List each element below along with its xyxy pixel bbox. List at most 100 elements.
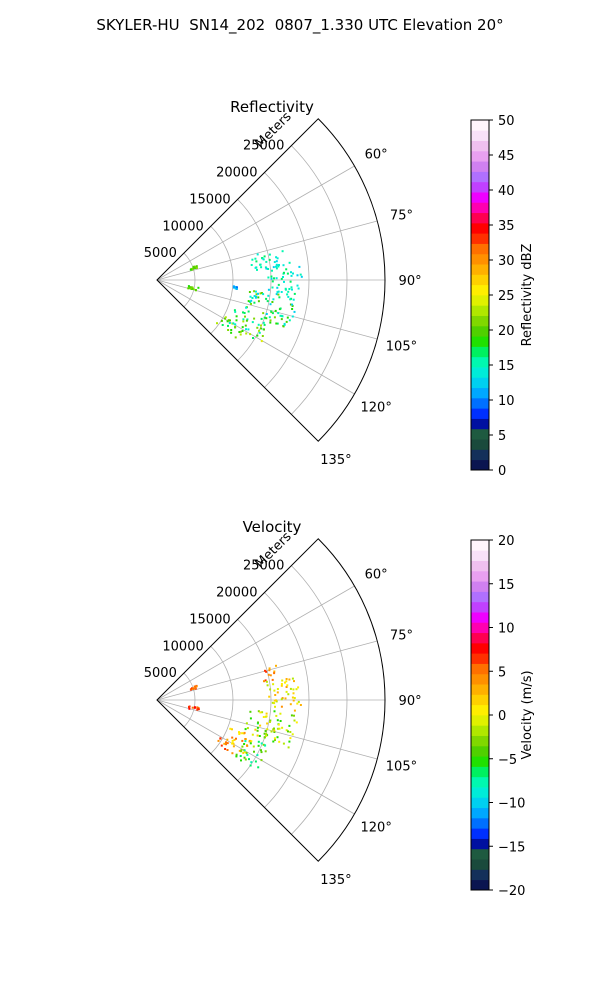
colorbar-tick-label: 0 — [498, 709, 506, 724]
data-pixel — [281, 250, 284, 253]
data-pixel — [195, 265, 198, 268]
data-pixel — [243, 312, 246, 314]
colorbar-segment — [471, 459, 489, 471]
data-pixel — [292, 692, 295, 695]
colorbar-segment — [471, 233, 489, 244]
data-pixel — [264, 679, 267, 682]
data-pixel — [282, 276, 284, 278]
data-pixel — [256, 729, 259, 732]
data-pixel — [288, 288, 291, 290]
colorbar-label: Velocity (m/s) — [520, 670, 535, 759]
colorbar-tick-label: −20 — [498, 884, 525, 899]
data-pixel — [240, 759, 242, 762]
data-pixel — [267, 673, 270, 676]
data-pixel — [286, 316, 289, 319]
data-pixel — [250, 740, 253, 743]
data-pixel — [260, 751, 263, 754]
data-pixel — [265, 680, 268, 683]
data-pixel — [247, 300, 250, 303]
colorbar-segment — [471, 243, 489, 255]
data-pixel — [268, 667, 271, 670]
data-pixel — [254, 266, 257, 269]
data-pixel — [267, 288, 270, 291]
data-pixel — [249, 764, 252, 767]
data-pixel — [263, 255, 266, 258]
data-pixel — [257, 740, 260, 743]
data-pixel — [264, 750, 267, 753]
data-pixel — [234, 325, 237, 328]
data-pixel — [276, 691, 279, 694]
data-pixel — [273, 737, 276, 740]
data-pixel — [290, 271, 292, 274]
data-pixel — [192, 288, 195, 291]
colorbar-segment — [471, 828, 489, 839]
data-pixel — [258, 735, 261, 737]
data-pixel — [273, 702, 276, 705]
data-pixel — [265, 267, 268, 270]
data-pixel — [283, 280, 285, 283]
data-pixel — [271, 280, 274, 283]
colorbar-segment — [471, 253, 489, 265]
data-pixel — [282, 325, 285, 327]
data-pixel — [257, 721, 259, 724]
data-pixel — [291, 677, 294, 680]
data-pixel — [254, 296, 257, 299]
colorbar-segment — [471, 745, 489, 757]
data-pixel — [285, 729, 288, 732]
data-pixel — [287, 290, 290, 293]
data-pixel — [292, 688, 295, 691]
data-pixel — [234, 336, 237, 339]
colorbar-tick-label: 10 — [498, 394, 515, 409]
data-pixel — [257, 744, 260, 747]
data-pixel — [220, 744, 223, 747]
data-pixel — [291, 303, 294, 306]
data-pixel — [236, 286, 238, 289]
data-pixel — [263, 323, 266, 326]
data-pixel — [220, 319, 223, 322]
data-pixel — [282, 264, 285, 267]
data-pixel — [253, 301, 256, 304]
data-pixel — [281, 315, 284, 318]
data-pixel — [263, 316, 266, 319]
colorbar-segment — [471, 560, 489, 572]
data-pixel — [291, 733, 294, 736]
data-pixel — [253, 295, 256, 297]
colorbar-tick-label: 40 — [498, 184, 515, 199]
data-pixel — [250, 299, 253, 302]
data-pixel — [298, 265, 301, 268]
data-pixel — [260, 340, 263, 343]
data-pixel — [285, 680, 288, 683]
data-pixel — [265, 732, 268, 735]
angular-tick-label: 120° — [361, 821, 392, 836]
data-pixel — [254, 257, 257, 260]
data-pixel — [280, 277, 283, 280]
data-pixel — [224, 317, 226, 320]
data-pixel — [187, 287, 190, 290]
data-pixel — [276, 322, 279, 325]
colorbar-segment — [471, 581, 489, 592]
data-pixel — [189, 268, 192, 271]
colorbar-tick-label: 15 — [498, 578, 515, 593]
data-pixel — [270, 277, 273, 280]
radial-tick-label: 15000 — [189, 192, 230, 207]
data-pixel — [195, 685, 198, 688]
polar-panel-2: Velocity500010000150002000025000Meters60… — [144, 518, 535, 899]
data-pixel — [258, 329, 260, 332]
data-pixel — [233, 738, 236, 741]
data-pixel — [291, 288, 293, 291]
colorbar-segment — [471, 387, 489, 399]
data-pixel — [253, 317, 256, 320]
data-pixel — [268, 669, 271, 672]
data-pixel — [188, 707, 191, 710]
data-pixel — [231, 742, 234, 745]
grid-spoke — [156, 699, 355, 815]
data-pixel — [242, 751, 245, 754]
data-pixel — [187, 285, 190, 288]
data-pixel — [251, 297, 254, 299]
data-pixel — [278, 727, 281, 730]
colorbar-segment — [471, 787, 489, 798]
data-pixel — [275, 256, 278, 259]
data-pixel — [273, 689, 276, 692]
data-pixel — [224, 748, 227, 750]
